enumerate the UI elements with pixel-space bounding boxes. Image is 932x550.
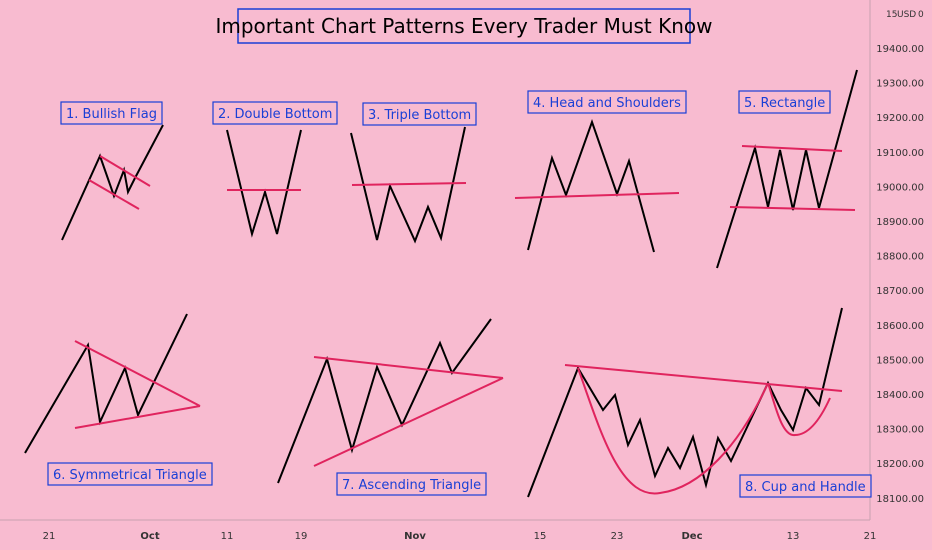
pattern-trendline xyxy=(351,182,467,186)
price-tick-label: 18700.00 xyxy=(876,286,924,297)
time-tick-label: Oct xyxy=(140,531,159,542)
cup-curve xyxy=(767,382,831,436)
time-tick-label: 21 xyxy=(43,531,56,542)
price-tick-label: 19300.00 xyxy=(876,79,924,90)
price-path xyxy=(527,307,843,498)
price-path xyxy=(24,313,188,454)
cup-curve xyxy=(577,367,769,495)
pattern-label-text: 7. Ascending Triangle xyxy=(342,478,481,493)
price-tick-label: 19100.00 xyxy=(876,148,924,159)
axis-unit-label: USD xyxy=(897,10,916,20)
pattern-label-text: 8. Cup and Handle xyxy=(745,480,866,495)
pattern-trendline xyxy=(729,206,856,211)
price-path xyxy=(226,129,302,238)
pattern-label-text: 2. Double Bottom xyxy=(218,107,332,122)
pattern-label: 4. Head and Shoulders xyxy=(527,90,687,114)
pattern-trendline xyxy=(313,377,504,467)
price-axis-ticks: 19400.00 19300.00 19200.00 19100.00 19000.00… xyxy=(876,44,924,505)
pattern-label: 1. Bullish Flag xyxy=(60,101,163,125)
price-tick-label: 18600.00 xyxy=(876,321,924,332)
price-tick-label: 18400.00 xyxy=(876,390,924,401)
pattern-label-box xyxy=(362,102,477,126)
price-tick-label: 18500.00 xyxy=(876,355,924,366)
price-tick-label: 19200.00 xyxy=(876,113,924,124)
time-tick-label: Dec xyxy=(681,531,702,542)
time-tick-label: 11 xyxy=(221,531,234,542)
pattern-label: 6. Symmetrical Triangle xyxy=(47,462,213,486)
pattern-label: 7. Ascending Triangle xyxy=(336,472,487,496)
time-tick-label: 15 xyxy=(534,531,547,542)
time-axis-ticks: 21 Oct 11 19 Nov 15 23 Dec 13 21 xyxy=(43,531,877,542)
time-tick-label: Nov xyxy=(404,531,426,542)
price-tick-label: 18900.00 xyxy=(876,217,924,228)
axis-top-partial: 15 xyxy=(886,10,897,20)
pattern-label-text: 3. Triple Bottom xyxy=(368,108,471,123)
pattern-labels: 1. Bullish Flag 2. Double Bottom 3. Triple… xyxy=(47,90,872,498)
pattern-trendline xyxy=(514,192,680,199)
chart-title: Important Chart Patterns Every Trader Mu… xyxy=(215,14,712,38)
pattern-trendline xyxy=(313,356,504,379)
axis-top-partial-2: 0 xyxy=(918,10,924,20)
pattern-trendline xyxy=(74,340,201,407)
price-path xyxy=(277,318,492,484)
price-tick-label: 18300.00 xyxy=(876,425,924,436)
pattern-label-text: 1. Bullish Flag xyxy=(66,107,157,122)
price-path xyxy=(350,126,466,244)
pattern-trendline xyxy=(741,145,843,152)
pattern-label-box xyxy=(738,90,831,114)
pattern-label: 2. Double Bottom xyxy=(212,101,338,125)
time-tick-label: 23 xyxy=(611,531,624,542)
pattern-label-box xyxy=(739,474,872,498)
time-tick-label: 19 xyxy=(295,531,308,542)
time-tick-label: 21 xyxy=(864,531,877,542)
pattern-label-box xyxy=(212,101,338,125)
pattern-label-box xyxy=(527,90,687,114)
pattern-label-box xyxy=(336,472,487,496)
price-tick-label: 19000.00 xyxy=(876,182,924,193)
pattern-lines xyxy=(74,145,856,495)
title-box xyxy=(237,8,691,44)
pattern-trendline xyxy=(88,179,140,210)
price-tick-label: 19400.00 xyxy=(876,44,924,55)
price-tick-label: 18800.00 xyxy=(876,252,924,263)
time-tick-label: 13 xyxy=(787,531,800,542)
pattern-label: 8. Cup and Handle xyxy=(739,474,872,498)
price-tick-label: 18100.00 xyxy=(876,494,924,505)
pattern-trendline xyxy=(99,155,151,187)
pattern-label: 5. Rectangle xyxy=(738,90,831,114)
price-path xyxy=(527,118,655,253)
pattern-label-box xyxy=(60,101,163,125)
pattern-label-text: 6. Symmetrical Triangle xyxy=(53,468,207,483)
pattern-trendline xyxy=(564,364,843,392)
pattern-label-text: 5. Rectangle xyxy=(744,96,825,111)
price-path xyxy=(716,69,858,269)
pattern-trendline xyxy=(74,405,201,429)
price-lines xyxy=(24,69,858,498)
price-tick-label: 18200.00 xyxy=(876,459,924,470)
pattern-label: 3. Triple Bottom xyxy=(362,102,477,126)
price-path xyxy=(61,124,164,241)
pattern-label-box xyxy=(47,462,213,486)
pattern-label-text: 4. Head and Shoulders xyxy=(533,96,681,111)
